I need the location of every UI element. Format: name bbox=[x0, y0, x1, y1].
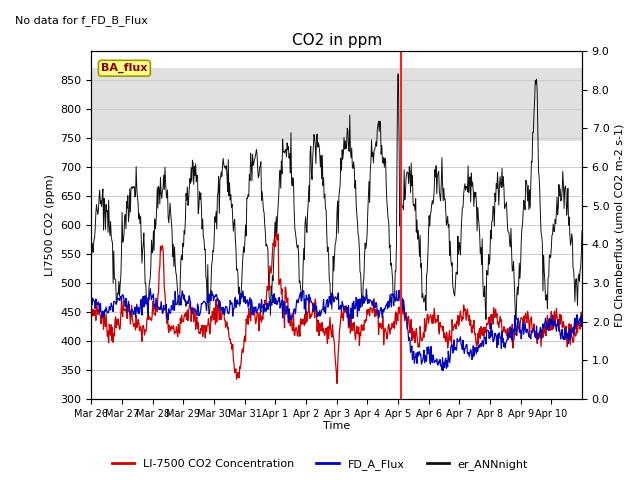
Bar bbox=[92, 68, 582, 141]
Y-axis label: FD Chamberflux (umol CO2 m-2 s-1): FD Chamberflux (umol CO2 m-2 s-1) bbox=[615, 123, 625, 326]
Y-axis label: LI7500 CO2 (ppm): LI7500 CO2 (ppm) bbox=[45, 174, 55, 276]
Text: No data for f_FD_B_Flux: No data for f_FD_B_Flux bbox=[15, 15, 148, 26]
Legend: LI-7500 CO2 Concentration, FD_A_Flux, er_ANNnight: LI-7500 CO2 Concentration, FD_A_Flux, er… bbox=[108, 455, 532, 474]
Text: BA_flux: BA_flux bbox=[101, 63, 148, 73]
Title: CO2 in ppm: CO2 in ppm bbox=[292, 33, 382, 48]
X-axis label: Time: Time bbox=[323, 421, 350, 432]
